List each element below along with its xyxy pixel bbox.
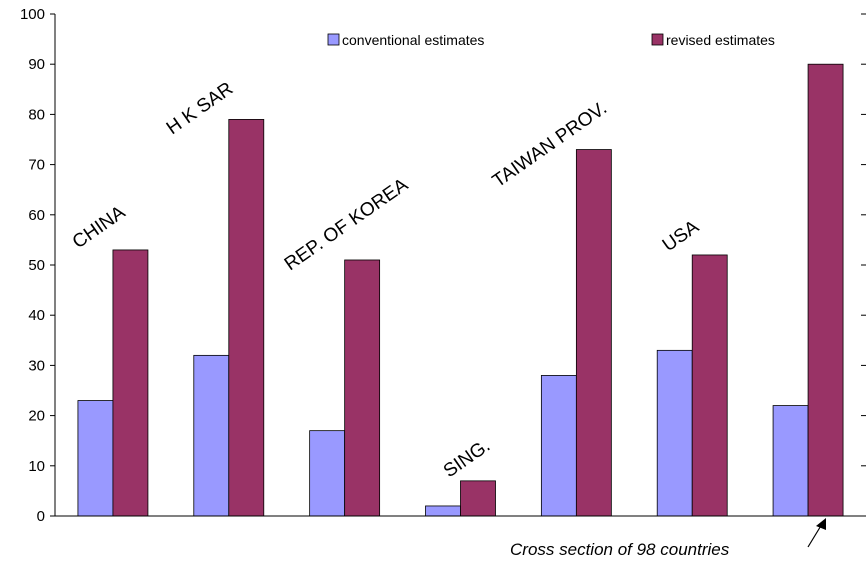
category-label: SING. — [440, 435, 494, 482]
annotation-arrow — [807, 523, 823, 548]
legend-swatch-conventional — [327, 33, 340, 46]
bar-revised — [807, 63, 844, 517]
bar-conventional — [656, 349, 693, 517]
annotation-arrowhead — [816, 518, 826, 530]
y-tick-label: 60 — [28, 207, 45, 224]
category-label: H K SAR — [163, 78, 237, 139]
bar-conventional — [193, 354, 230, 517]
bar-conventional — [309, 430, 346, 517]
y-tick-label: 90 — [28, 56, 45, 73]
bar-conventional — [77, 400, 114, 517]
legend: conventional estimates revised estimates — [327, 32, 775, 48]
y-tick-label: 70 — [28, 157, 45, 174]
bar-revised — [112, 249, 149, 517]
bar-revised — [228, 119, 265, 517]
bar-conventional — [425, 505, 461, 517]
y-tick-label: 10 — [28, 458, 45, 475]
y-tick-label: 40 — [28, 307, 45, 324]
bar-conventional — [772, 405, 809, 517]
bar-revised — [575, 149, 612, 517]
bar-conventional — [540, 375, 577, 517]
y-tick-label: 20 — [28, 408, 45, 425]
y-tick-label: 100 — [20, 6, 45, 23]
y-tick-label: 80 — [28, 106, 45, 123]
y-tick-label: 30 — [28, 357, 45, 374]
y-axis-ticks: 0 10 20 30 40 50 60 70 80 90 100 — [20, 6, 866, 525]
y-tick-label: 0 — [37, 508, 45, 525]
legend-label-conventional: conventional estimates — [342, 32, 484, 48]
category-label: USA — [659, 216, 703, 256]
annotation-text: Cross section of 98 countries — [510, 540, 730, 559]
legend-label-revised: revised estimates — [666, 32, 775, 48]
bar-revised — [691, 254, 728, 517]
bar-revised — [460, 480, 496, 517]
annotation: Cross section of 98 countries — [510, 518, 826, 559]
bars — [77, 63, 844, 517]
legend-swatch-revised — [651, 33, 664, 46]
category-label: CHINA — [69, 202, 130, 253]
bar-revised — [344, 259, 381, 517]
y-tick-label: 50 — [28, 257, 45, 274]
